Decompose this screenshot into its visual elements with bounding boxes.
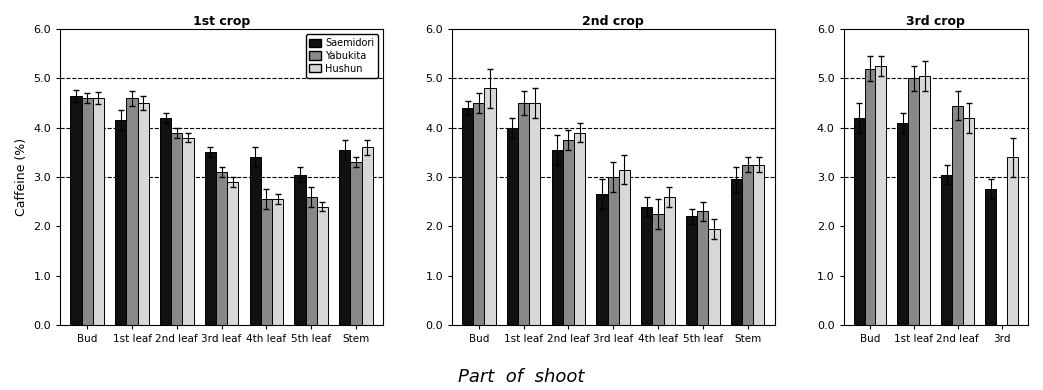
Bar — [653, 214, 663, 325]
Bar — [216, 172, 227, 325]
Bar — [485, 88, 495, 325]
Bar — [686, 216, 698, 325]
Title: 3rd crop: 3rd crop — [906, 15, 965, 28]
Bar — [183, 138, 194, 325]
Bar — [249, 157, 261, 325]
Bar — [317, 207, 328, 325]
Bar — [518, 103, 529, 325]
Legend: Saemidori, Yabukita, Hushun: Saemidori, Yabukita, Hushun — [306, 34, 378, 78]
Bar — [204, 152, 216, 325]
Bar — [126, 98, 138, 325]
Bar — [507, 128, 518, 325]
Y-axis label: Caffeine (%): Caffeine (%) — [15, 138, 28, 216]
Bar — [552, 150, 563, 325]
Bar — [93, 98, 104, 325]
Bar — [952, 106, 964, 325]
Bar — [742, 165, 753, 325]
Bar — [1008, 157, 1018, 325]
Bar — [171, 133, 183, 325]
Bar — [897, 123, 908, 325]
Bar — [753, 165, 765, 325]
Bar — [294, 174, 306, 325]
Bar — [663, 197, 675, 325]
Bar — [261, 199, 272, 325]
Bar — [227, 182, 239, 325]
Title: 2nd crop: 2nd crop — [582, 15, 645, 28]
Bar — [350, 162, 362, 325]
Bar — [875, 66, 887, 325]
Bar — [339, 150, 350, 325]
Bar — [986, 189, 996, 325]
Bar — [942, 174, 952, 325]
Title: 1st crop: 1st crop — [193, 15, 250, 28]
Bar — [698, 211, 708, 325]
Bar — [115, 120, 126, 325]
Bar — [160, 118, 171, 325]
Bar — [708, 229, 720, 325]
Bar — [81, 98, 93, 325]
Bar — [462, 108, 474, 325]
Bar — [919, 76, 930, 325]
Text: Part  of  shoot: Part of shoot — [458, 368, 585, 386]
Bar — [964, 118, 974, 325]
Bar — [641, 207, 653, 325]
Bar — [608, 177, 618, 325]
Bar — [138, 103, 149, 325]
Bar — [597, 194, 608, 325]
Bar — [865, 69, 875, 325]
Bar — [574, 133, 585, 325]
Bar — [529, 103, 540, 325]
Bar — [853, 118, 865, 325]
Bar — [71, 96, 81, 325]
Bar — [272, 199, 284, 325]
Bar — [362, 147, 372, 325]
Bar — [563, 140, 574, 325]
Bar — [474, 103, 485, 325]
Bar — [306, 197, 317, 325]
Bar — [731, 179, 742, 325]
Bar — [908, 78, 919, 325]
Bar — [618, 170, 630, 325]
